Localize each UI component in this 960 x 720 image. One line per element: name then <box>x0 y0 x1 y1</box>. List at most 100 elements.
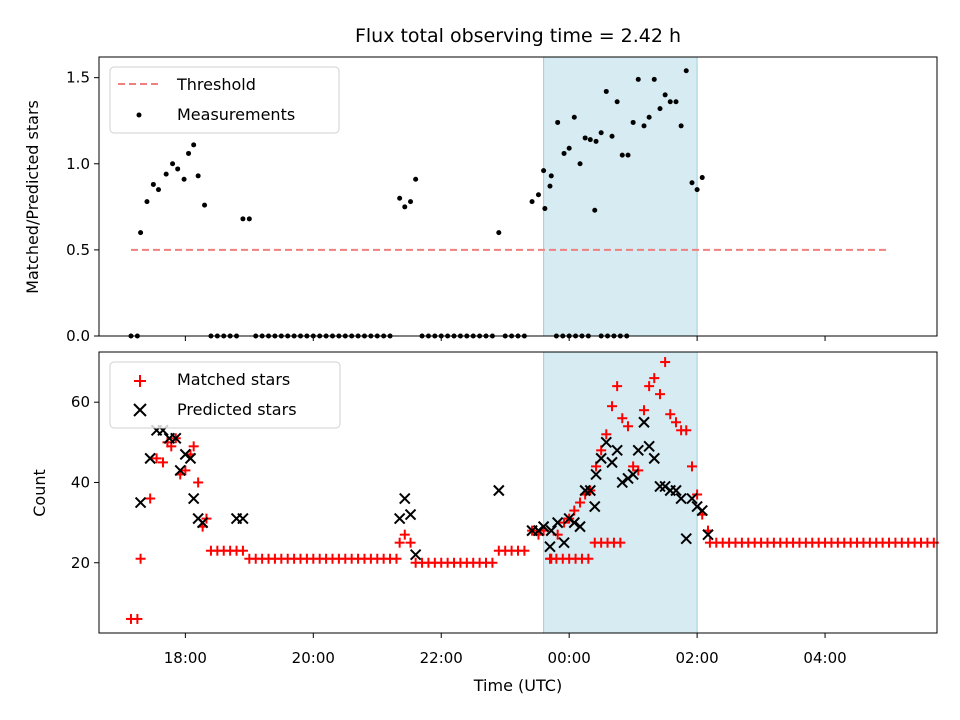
matched-star-point <box>601 429 612 440</box>
measurement-point <box>547 183 553 189</box>
legend-predicted-swatch <box>133 403 147 417</box>
predicted-star-point <box>648 452 660 465</box>
measurement-point <box>673 99 679 105</box>
matched-star-point <box>145 493 156 504</box>
legend-matched-label: Matched stars <box>177 370 290 389</box>
predicted-star-point <box>611 444 623 457</box>
chart-title: Flux total observing time = 2.42 h <box>355 25 681 47</box>
measurement-point <box>548 173 554 179</box>
bottom-x-ticks: 18:00 20:00 22:00 00:00 02:00 04:00 <box>164 633 847 667</box>
top-panel: 0.0 0.5 1.0 1.5 Matched/Predicted stars Thr… <box>23 56 938 345</box>
matched-star-point <box>665 409 676 420</box>
matched-star-point <box>660 357 671 368</box>
y-tick-label: 1.5 <box>66 69 90 87</box>
matched-star-point <box>639 405 650 416</box>
measurement-point <box>397 195 403 201</box>
measurement-point <box>175 166 181 172</box>
predicted-star-point <box>399 492 411 505</box>
predicted-star-point <box>590 468 602 481</box>
bottom-y-ticks: 20 40 60 <box>71 393 99 572</box>
measurement-point <box>555 119 561 125</box>
top-y-ticks: 0.0 0.5 1.0 1.5 <box>66 69 99 345</box>
x-tick-label: 20:00 <box>292 649 335 667</box>
measurement-point <box>646 114 652 120</box>
measurement-point <box>155 187 161 193</box>
legend-measurements-swatch <box>136 112 142 118</box>
matched-star-point <box>617 413 628 424</box>
predicted-star-point <box>187 492 200 505</box>
matched-star-point <box>575 497 586 508</box>
measurement-point <box>402 204 408 210</box>
predicted-star-point <box>184 452 197 465</box>
predicted-star-point <box>606 456 618 469</box>
predicted-star-point <box>551 516 564 529</box>
measurement-point <box>413 176 419 182</box>
measurement-point <box>609 133 615 139</box>
bottom-panel: 20 40 60 18:00 20:00 22:00 00:00 02:00 04:00 Co… <box>30 351 939 695</box>
measurement-point <box>630 119 636 125</box>
bottom-ylabel: Count <box>30 469 49 517</box>
predicted-star-point <box>393 512 406 525</box>
top-ylabel: Matched/Predicted stars <box>23 100 42 294</box>
predicted-star-point <box>696 504 708 517</box>
matched-star-point <box>180 465 191 476</box>
matched-star-point <box>615 537 626 548</box>
measurement-point <box>170 161 176 167</box>
predicted-star-point <box>174 464 186 477</box>
measurement-point <box>699 175 705 181</box>
measurement-point <box>541 168 547 174</box>
predicted-star-point <box>638 416 650 428</box>
predicted-star-point <box>627 468 639 481</box>
matched-star-point <box>628 461 639 472</box>
matched-star-point <box>671 417 682 428</box>
measurement-point <box>678 123 684 129</box>
bottom-axes-frame <box>98 351 938 634</box>
x-tick-label: 22:00 <box>420 649 463 667</box>
measurement-point <box>657 106 663 112</box>
highlight-span-top <box>543 56 698 337</box>
top-legend-box <box>109 66 340 134</box>
matched-star-point <box>519 545 530 556</box>
y-tick-label: 20 <box>71 554 90 572</box>
measurement-point <box>614 99 620 105</box>
predicted-star-point <box>237 512 249 525</box>
matched-star-point <box>681 425 692 436</box>
measurement-point <box>667 99 673 105</box>
legend-threshold-label: Threshold <box>176 75 256 94</box>
measurement-point <box>202 202 208 208</box>
measurement-point <box>635 76 641 82</box>
matched-star-point <box>394 537 405 548</box>
measurement-point <box>535 192 541 198</box>
x-tick-label: 04:00 <box>803 649 846 667</box>
predicted-star-point <box>616 476 628 489</box>
measurement-point <box>651 76 657 82</box>
predicted-star-point <box>144 452 156 465</box>
measurement-point <box>582 135 588 141</box>
matched-star-point <box>132 613 143 624</box>
measurement-point <box>240 216 246 222</box>
measurement-point <box>181 176 187 182</box>
y-tick-label: 40 <box>71 473 90 491</box>
matched-star-point <box>193 477 204 488</box>
matched-star-point <box>399 529 410 540</box>
predicted-star-point <box>558 536 570 549</box>
y-tick-label: 1.0 <box>66 155 90 173</box>
measurement-point <box>163 171 169 177</box>
measurement-point <box>598 130 604 136</box>
measurement-point <box>542 206 548 212</box>
matched-star-point <box>157 457 168 468</box>
legend-predicted-label: Predicted stars <box>177 400 297 419</box>
measurement-point <box>186 150 192 156</box>
predicted-star-point <box>493 484 505 497</box>
predicted-star-point <box>654 480 666 493</box>
measurement-point <box>529 199 535 205</box>
measurement-point <box>496 230 502 236</box>
matched-star-point <box>546 553 557 564</box>
predicted-star-point <box>643 440 655 453</box>
measurement-point <box>571 114 577 120</box>
measurement-point <box>195 173 201 179</box>
y-tick-label: 0.0 <box>66 327 90 345</box>
predicted-star-point <box>675 492 687 505</box>
top-x-ticks <box>184 336 826 341</box>
